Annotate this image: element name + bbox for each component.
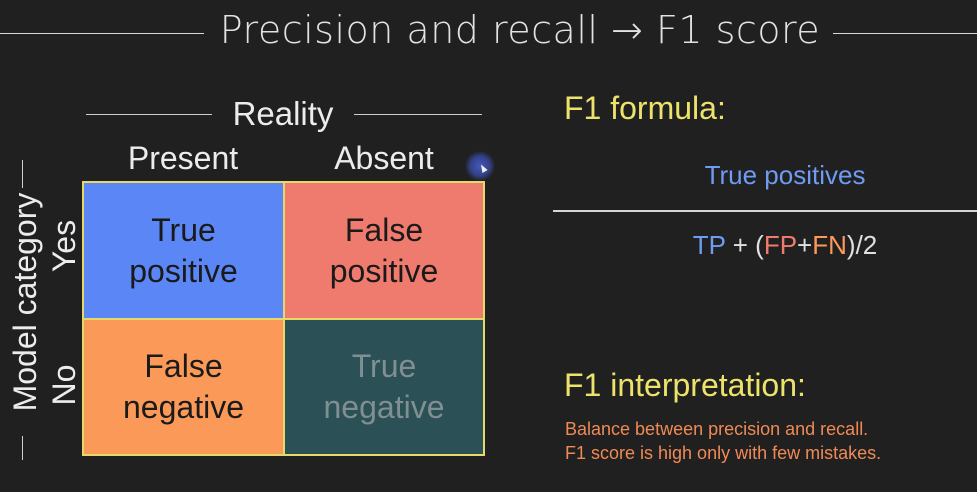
f1-formula-heading: F1 formula: xyxy=(564,90,726,126)
model-category-line-bottom xyxy=(22,436,23,460)
true-negative-cell: True negative xyxy=(283,318,485,456)
f1-interpretation-heading: F1 interpretation: xyxy=(564,367,806,403)
true-negative-line1: True xyxy=(351,348,417,384)
reality-label: Reality xyxy=(232,95,334,132)
denominator-fn: FN xyxy=(812,230,847,260)
denominator-plus-open: + ( xyxy=(725,230,764,260)
false-positive-line1: False xyxy=(344,211,424,248)
true-negative-line2: negative xyxy=(323,389,445,425)
denominator-fp: FP xyxy=(763,230,798,260)
title-line-left xyxy=(0,33,204,34)
column-absent-label: Absent xyxy=(334,140,434,176)
model-category-label: Model category xyxy=(7,192,43,412)
title-line-right xyxy=(833,33,977,34)
interpretation-line2: F1 score is high only with few mistakes. xyxy=(565,443,882,463)
false-negative-line2: negative xyxy=(123,389,244,425)
denominator-tp: TP xyxy=(692,230,726,260)
true-positive-cell: True positive xyxy=(82,181,285,320)
formula-numerator: True positives xyxy=(704,160,866,190)
false-positive-line2: positive xyxy=(329,252,439,289)
formula-denominator: TP + (FP+FN)/2 xyxy=(640,230,930,261)
slide-title: Precision and recall → F1 score xyxy=(219,8,821,52)
false-positive-cell: False positive xyxy=(283,181,485,320)
model-category-line-top xyxy=(22,160,23,188)
denominator-tail: )/2 xyxy=(846,230,878,260)
denominator-plus: + xyxy=(797,230,813,260)
row-yes-label: Yes xyxy=(46,219,82,273)
interpretation-line1: Balance between precision and recall. xyxy=(565,419,869,439)
reality-line-left xyxy=(86,114,212,115)
interpretation-text: Balance between precision and recall. F1… xyxy=(565,417,881,465)
reality-line-right xyxy=(354,114,482,115)
true-positive-line1: True xyxy=(151,211,216,248)
row-no-label: No xyxy=(46,364,82,406)
column-present-label: Present xyxy=(127,140,239,176)
true-positive-line2: positive xyxy=(129,252,238,289)
false-negative-cell: False negative xyxy=(82,318,285,456)
fraction-line xyxy=(553,210,977,212)
cursor-highlight-icon xyxy=(465,151,495,181)
false-negative-line1: False xyxy=(144,348,223,384)
confusion-matrix: True positive False positive False negat… xyxy=(82,181,485,456)
